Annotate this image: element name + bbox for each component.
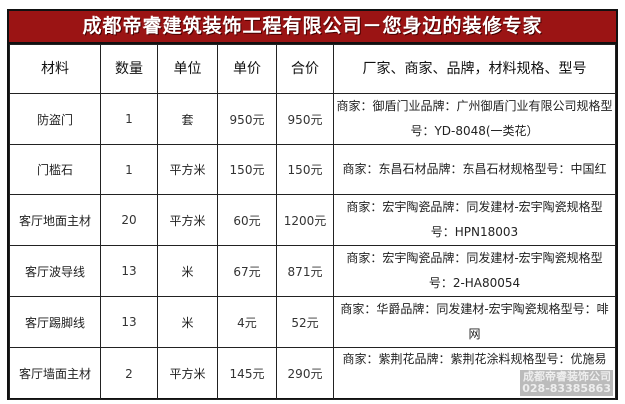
table-row: 客厅墙面主材 2 平方米 145元 290元 商家：紫荆花品牌：紫荆花涂料规格型号：优施易…: [9, 347, 616, 400]
cell-material: 客厅踢脚线: [9, 296, 101, 348]
table-row: 防盗门 1 套 950元 950元 商家：御盾门业品牌：广州御盾门业有限公司规格型号：YD…: [9, 93, 616, 145]
cell-unit: 米: [157, 245, 218, 297]
desc-text: 商家：宏宇陶瓷品牌：同发建材-宏宇陶瓷规格型号：2-HA80054: [346, 251, 603, 290]
cell-total: 290元: [276, 347, 334, 400]
cell-material: 客厅墙面主材: [9, 347, 101, 400]
cell-total: 52元: [276, 296, 334, 348]
desc-text: 商家：东昌石材品牌：东昌石材规格型号：中国红: [342, 162, 607, 176]
cell-total: 950元: [276, 93, 334, 145]
cell-price: 145元: [217, 347, 277, 400]
header-qty: 数量: [100, 44, 158, 94]
cell-unit: 平方米: [157, 144, 218, 195]
table-row: 门槛石 1 平方米 150元 150元 商家：东昌石材品牌：东昌石材规格型号：中国红: [9, 144, 616, 195]
header-desc: 厂家、商家、品牌，材料规格、型号: [333, 44, 616, 94]
cell-material: 门槛石: [9, 144, 101, 195]
desc-text: 商家：紫荆花品牌：紫荆花涂料规格型号：优施易: [342, 352, 607, 366]
cell-unit: 平方米: [157, 194, 218, 246]
header-row: 材料 数量 单位 单价 合价 厂家、商家、品牌，材料规格、型号: [9, 44, 616, 94]
cell-material: 防盗门: [9, 93, 101, 145]
cell-price: 67元: [217, 245, 277, 297]
cell-desc: 商家：华爵品牌：同发建材-宏宇陶瓷规格型号：啡网: [333, 296, 616, 348]
cell-unit: 平方米: [157, 347, 218, 400]
header-material: 材料: [9, 44, 101, 94]
cell-qty: 13: [100, 296, 158, 348]
cell-desc: 商家：紫荆花品牌：紫荆花涂料规格型号：优施易成都帝睿装饰公司 028-833858…: [333, 347, 616, 400]
cell-total: 150元: [276, 144, 334, 195]
cell-desc: 商家：宏宇陶瓷品牌：同发建材-宏宇陶瓷规格型号：2-HA80054: [333, 245, 616, 297]
cell-qty: 1: [100, 144, 158, 195]
cell-desc: 商家：御盾门业品牌：广州御盾门业有限公司规格型号：YD-8048(一类花）: [333, 93, 616, 145]
cell-price: 60元: [217, 194, 277, 246]
cell-price: 150元: [217, 144, 277, 195]
price-table-container: 成都帝睿建筑装饰工程有限公司－您身边的装修专家 材料 数量 单位 单价 合价 厂…: [7, 9, 618, 400]
cell-total: 871元: [276, 245, 334, 297]
cell-qty: 13: [100, 245, 158, 297]
desc-text: 商家：宏宇陶瓷品牌：同发建材-宏宇陶瓷规格型号：HPN18003: [346, 200, 603, 239]
table-row: 客厅地面主材 20 平方米 60元 1200元 商家：宏宇陶瓷品牌：同发建材-宏宇陶瓷规格…: [9, 194, 616, 246]
desc-text: 商家：御盾门业品牌：广州御盾门业有限公司规格型号：YD-8048(一类花）: [336, 99, 613, 138]
cell-unit: 米: [157, 296, 218, 348]
cell-material: 客厅地面主材: [9, 194, 101, 246]
header-unit: 单位: [157, 44, 218, 94]
cell-qty: 20: [100, 194, 158, 246]
materials-table: 材料 数量 单位 单价 合价 厂家、商家、品牌，材料规格、型号 防盗门 1 套 950…: [9, 44, 616, 400]
cell-unit: 套: [157, 93, 218, 145]
desc-text: 商家：华爵品牌：同发建材-宏宇陶瓷规格型号：啡网: [340, 302, 609, 341]
table-row: 客厅踢脚线 13 米 4元 52元 商家：华爵品牌：同发建材-宏宇陶瓷规格型号：啡网: [9, 296, 616, 348]
watermark: 成都帝睿装饰公司 028-83385863: [520, 370, 613, 396]
cell-qty: 2: [100, 347, 158, 400]
cell-price: 4元: [217, 296, 277, 348]
page-title: 成都帝睿建筑装饰工程有限公司－您身边的装修专家: [9, 11, 616, 44]
table-row: 客厅波导线 13 米 67元 871元 商家：宏宇陶瓷品牌：同发建材-宏宇陶瓷规格型号：2…: [9, 245, 616, 297]
cell-total: 1200元: [276, 194, 334, 246]
header-total: 合价: [276, 44, 334, 94]
cell-desc: 商家：东昌石材品牌：东昌石材规格型号：中国红: [333, 144, 616, 195]
header-price: 单价: [217, 44, 277, 94]
cell-desc: 商家：宏宇陶瓷品牌：同发建材-宏宇陶瓷规格型号：HPN18003: [333, 194, 616, 246]
cell-material: 客厅波导线: [9, 245, 101, 297]
cell-qty: 1: [100, 93, 158, 145]
cell-price: 950元: [217, 93, 277, 145]
watermark-holder: 成都帝睿装饰公司 028-83385863: [336, 370, 613, 396]
